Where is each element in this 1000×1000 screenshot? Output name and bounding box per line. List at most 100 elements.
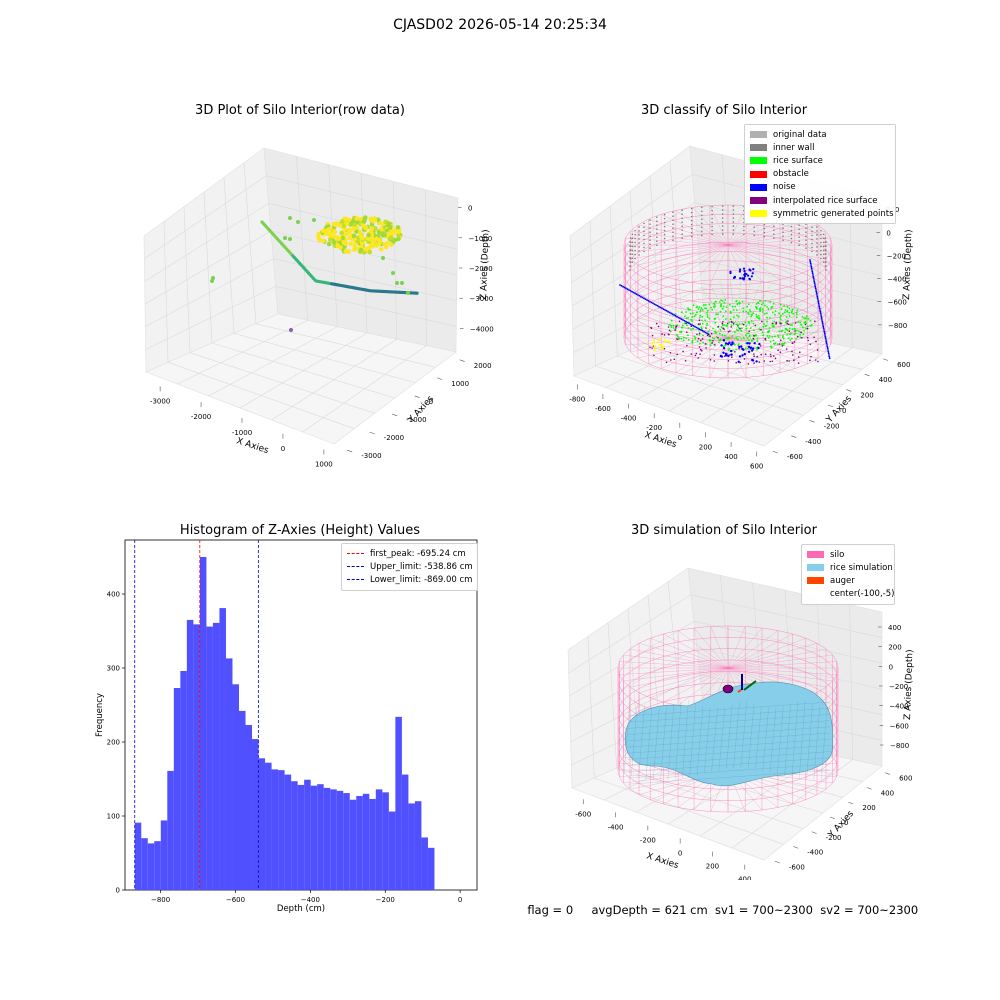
- classify-rice-point: [718, 301, 721, 303]
- auger-y-arrow: [743, 680, 757, 691]
- classify-noise-point: [739, 277, 742, 280]
- classify-inner-wall-point: [649, 247, 651, 249]
- raw-point: [388, 242, 394, 247]
- legend-line-sample: [347, 579, 364, 581]
- depth-histogram[interactable]: −800 −600 −400 −200 0 0 100 200 300 400 Depth (c…: [80, 530, 500, 920]
- classify-silo-wire-spoke: [727, 244, 831, 253]
- classify-noise-point: [828, 355, 831, 358]
- classify-interpolated-point: [699, 348, 702, 351]
- classify-interpolated-point: [775, 321, 778, 324]
- classify-rice-point: [758, 308, 761, 310]
- classify-rice-point: [746, 305, 749, 308]
- classify-rice-point: [709, 340, 711, 342]
- classify-legend-entry: inner wall: [750, 141, 890, 154]
- classify-rice-point: [736, 323, 739, 326]
- classify-noise-point: [644, 298, 647, 301]
- classify-inner-wall-point: [643, 238, 645, 241]
- classify-inner-wall-point: [811, 246, 813, 249]
- classify-noise-point: [813, 282, 816, 285]
- raw-point: [385, 240, 390, 246]
- classify-interpolated-point: [739, 327, 741, 330]
- simulation-legend-entry: rice simulation: [807, 561, 893, 574]
- histogram-bar: [232, 684, 239, 890]
- classify-inner-wall-point: [681, 209, 683, 211]
- p4-y-tick-label: -200: [826, 834, 842, 842]
- classify-noise-point: [658, 305, 660, 308]
- classify-interpolated-point: [696, 333, 698, 336]
- raw-data-3d-plot[interactable]: -3000 -2000 -1000 0 1000 -3000 -2000 -1000 0 1000…: [140, 140, 500, 470]
- simulation-silo-wire-spoke: [727, 667, 827, 688]
- classify-noise-point: [738, 355, 742, 358]
- classify-noise-point: [818, 304, 820, 306]
- simulation-3d-plot[interactable]: -600-400-2000200400-600-400-200020040060…: [560, 560, 930, 880]
- classify-inner-wall-point: [790, 237, 793, 240]
- classify-rice-point: [762, 334, 765, 336]
- classify-noise-point: [748, 268, 751, 271]
- classify-rice-point: [687, 308, 690, 311]
- classify-inner-wall-point: [672, 215, 674, 217]
- classify-interpolated-point: [686, 344, 688, 347]
- classify-rice-point: [733, 316, 735, 319]
- classify-rice-point: [735, 300, 738, 302]
- p1-z-tick-label: −1000: [469, 235, 493, 243]
- classify-inner-wall-point: [629, 265, 632, 267]
- classify-noise-point: [812, 275, 815, 278]
- histogram-bar: [304, 779, 311, 890]
- classify-silo-wire-spoke: [727, 324, 826, 339]
- classify-rice-point: [791, 337, 793, 340]
- legend-swatch: [807, 577, 824, 585]
- classify-silo-wire-spoke: [661, 337, 729, 369]
- classify-rice-point: [728, 347, 731, 350]
- classify-rice-point: [806, 325, 809, 328]
- classify-interpolated-point: [710, 332, 713, 335]
- classify-rice-point: [785, 320, 788, 323]
- p4-x-tick-label: -600: [575, 810, 591, 818]
- classify-inner-wall-point: [672, 231, 674, 233]
- classify-noise-point: [622, 285, 624, 288]
- histogram-bar: [401, 774, 409, 890]
- classify-silo-wire-spoke: [727, 224, 819, 246]
- classify-interpolated-point: [780, 339, 782, 342]
- classify-rice-point: [715, 336, 718, 338]
- classify-rice-point: [682, 324, 684, 327]
- classify-rice-point: [701, 309, 704, 311]
- classify-interpolated-point: [717, 325, 720, 328]
- rice-simulation-mesh-line: [726, 705, 733, 769]
- histogram-bar: [278, 770, 285, 890]
- classify-interpolated-point: [676, 353, 678, 356]
- raw-point: [391, 271, 395, 275]
- classify-inner-wall-point: [656, 228, 658, 230]
- classify-silo-wire-spoke: [709, 337, 729, 378]
- classify-interpolated-point: [791, 342, 794, 344]
- histogram-bar: [382, 792, 389, 890]
- classify-rice-point: [794, 328, 796, 330]
- classify-inner-wall-point: [816, 242, 818, 244]
- classify-rice-point: [750, 320, 753, 322]
- classify-inner-wall-point: [672, 223, 674, 225]
- classify-noise-point: [683, 319, 686, 322]
- classify-noise-point: [827, 350, 830, 353]
- legend-label: silo: [830, 549, 845, 560]
- classify-rice-point: [725, 324, 727, 327]
- classify-inner-wall-point: [825, 265, 827, 267]
- classify-interpolated-point: [713, 360, 716, 362]
- classify-rice-point: [756, 337, 759, 340]
- classify-noise-point: [827, 352, 830, 355]
- simulation-silo-wire-spoke: [727, 630, 779, 669]
- classify-inner-wall-point: [649, 219, 651, 221]
- classify-rice-point: [762, 302, 765, 304]
- classify-silo-wire-spoke: [727, 244, 764, 283]
- histogram-x-tick-label: −600: [226, 896, 245, 904]
- classify-interpolated-point: [650, 327, 653, 330]
- classify-inner-wall-point: [656, 244, 658, 246]
- classify-inner-wall-point: [638, 238, 640, 240]
- histogram-title: Histogram of Z-Axies (Height) Values: [179, 523, 421, 538]
- classify-rice-point: [736, 303, 739, 306]
- classify-noise-point: [647, 299, 650, 302]
- raw-point: [321, 238, 326, 244]
- classify-noise-point: [628, 289, 630, 291]
- classify-interpolated-point: [690, 353, 692, 355]
- classify-inner-wall-point: [634, 245, 636, 248]
- classify-inner-wall-point: [805, 247, 807, 249]
- classify-noise-point: [813, 280, 816, 283]
